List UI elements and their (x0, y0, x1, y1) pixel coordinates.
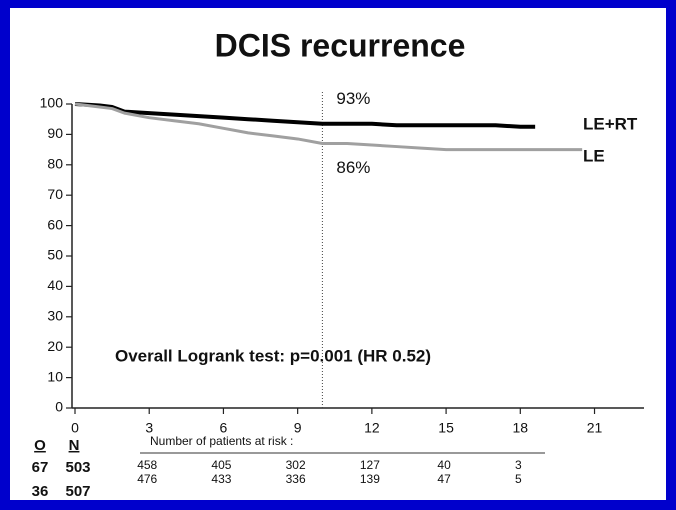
risk-count: 5 (515, 472, 522, 486)
risk-count: 433 (211, 472, 231, 486)
y-tick-label: 100 (40, 95, 64, 111)
x-tick-label: 3 (145, 420, 153, 436)
y-tick-label: 50 (47, 247, 63, 263)
x-tick-label: 21 (587, 420, 603, 436)
risk-header: O (34, 437, 46, 454)
x-tick-label: 15 (438, 420, 454, 436)
x-tick-label: 9 (294, 420, 302, 436)
risk-count: 139 (360, 472, 380, 486)
chart-title: DCIS recurrence (215, 27, 466, 63)
y-tick-label: 90 (47, 125, 63, 141)
x-tick-label: 6 (220, 420, 228, 436)
y-tick-label: 60 (47, 216, 63, 232)
risk-number: 507 (65, 483, 90, 500)
risk-count: 458 (137, 458, 157, 472)
risk-count: 476 (137, 472, 157, 486)
x-tick-label: 12 (364, 420, 380, 436)
annotation: 93% (336, 89, 370, 108)
series-label: LE+RT (583, 114, 638, 133)
x-tick-label: 0 (71, 420, 79, 436)
series-label: LE (583, 146, 605, 165)
risk-observed: 36 (32, 483, 49, 500)
y-tick-label: 20 (47, 338, 63, 354)
risk-count: 127 (360, 458, 380, 472)
risk-count: 336 (286, 472, 306, 486)
risk-count: 47 (437, 472, 451, 486)
annotation: 86% (336, 158, 370, 177)
risk-number: 503 (65, 459, 90, 476)
test-result: Overall Logrank test: p=0.001 (HR 0.52) (115, 346, 431, 365)
risk-count: 3 (515, 458, 522, 472)
y-tick-label: 40 (47, 277, 63, 293)
risk-count: 302 (286, 458, 306, 472)
y-tick-label: 0 (55, 399, 63, 415)
survival-curve (74, 102, 536, 129)
y-tick-label: 80 (47, 156, 63, 172)
risk-count: 405 (211, 458, 231, 472)
risk-count: 40 (437, 458, 451, 472)
slide-background (10, 8, 666, 500)
y-tick-label: 30 (47, 308, 63, 324)
y-tick-label: 10 (47, 368, 63, 384)
risk-observed: 67 (32, 459, 49, 476)
risk-caption: Number of patients at risk : (150, 434, 293, 448)
y-tick-label: 70 (47, 186, 63, 202)
survival-curve (74, 102, 583, 152)
x-tick-label: 18 (513, 420, 529, 436)
risk-header: N (69, 437, 80, 454)
